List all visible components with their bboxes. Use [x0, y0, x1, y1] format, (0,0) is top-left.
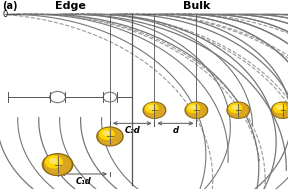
Text: Edge: Edge	[55, 1, 86, 11]
Circle shape	[50, 158, 56, 163]
Circle shape	[186, 103, 206, 117]
Circle shape	[273, 103, 288, 117]
Circle shape	[227, 102, 249, 118]
Text: C₂d: C₂d	[124, 126, 140, 135]
Circle shape	[185, 102, 208, 118]
Circle shape	[145, 104, 158, 113]
Circle shape	[149, 106, 154, 109]
Circle shape	[277, 106, 282, 109]
Text: (a): (a)	[3, 1, 18, 11]
Circle shape	[44, 155, 71, 174]
Circle shape	[145, 103, 164, 117]
Circle shape	[97, 127, 123, 146]
Text: d: d	[173, 126, 179, 135]
Circle shape	[272, 102, 288, 118]
Circle shape	[232, 106, 237, 109]
Circle shape	[187, 104, 200, 113]
Text: C₁d: C₁d	[76, 177, 92, 186]
Circle shape	[228, 103, 248, 117]
Circle shape	[190, 106, 196, 109]
Text: Bulk: Bulk	[183, 1, 210, 11]
Circle shape	[103, 131, 109, 135]
Circle shape	[274, 104, 286, 113]
Circle shape	[42, 154, 73, 176]
Circle shape	[99, 129, 114, 139]
Circle shape	[98, 128, 122, 145]
Circle shape	[143, 102, 166, 118]
Text: 0: 0	[3, 10, 8, 19]
Circle shape	[46, 156, 62, 168]
Circle shape	[229, 104, 242, 113]
